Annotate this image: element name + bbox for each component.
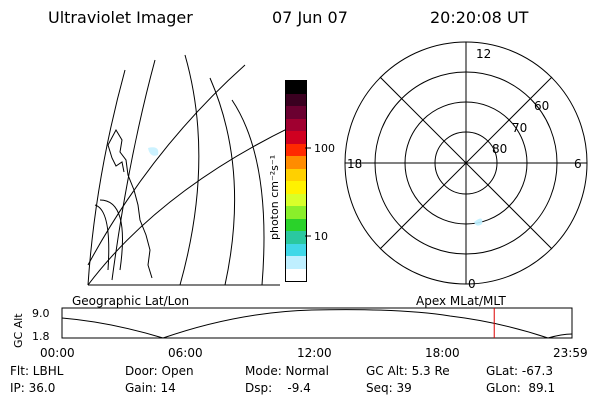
gc-alt-frame [61,307,573,339]
mlt-label-0: 0 [468,277,476,291]
time-label: 20:20:08 UT [430,8,529,27]
status-glon: GLon: 89.1 [486,381,556,395]
gc-alt-xtick-2359: 23:59 [553,346,588,360]
mlt-label-18: 18 [347,157,362,171]
colorbar-tick-100: 100 [314,142,335,155]
colorbar-band [286,156,306,169]
colorbar-band [286,231,306,244]
status-seq: Seq: 39 [366,381,412,395]
colorbar-band [286,193,306,206]
gc-alt-xtick-0600: 06:00 [168,346,203,360]
lat-label-80: 80 [492,142,507,156]
colorbar-band [286,131,306,144]
meridian-line [231,99,265,286]
latitude-line [94,204,110,271]
gc-alt-xtick-0000: 00:00 [40,346,75,360]
status-dsp: Dsp: -9.4 [245,381,311,395]
colorbar-band [286,93,306,106]
lat-label-70: 70 [512,121,527,135]
status-glat: GLat: -67.3 [486,364,553,378]
mlt-label-6: 6 [574,157,582,171]
colorbar [285,80,307,282]
colorbar-band [286,206,306,219]
gc-alt-ytick-1_8: 1.8 [32,330,50,343]
mlt-label-12: 12 [476,47,491,61]
colorbar-band [286,181,306,194]
colorbar-band [286,243,306,256]
colorbar-band [286,106,306,119]
meridian-line [209,77,236,286]
instrument-title: Ultraviolet Imager [48,8,193,27]
colorbar-band [286,118,306,131]
meridian-line [179,54,200,286]
gc-alt-xtick-1800: 18:00 [425,346,460,360]
status-gain: Gain: 14 [125,381,176,395]
aurora-spot [474,218,483,226]
date-label: 07 Jun 07 [272,8,348,27]
colorbar-band [286,143,306,156]
status-ip: IP: 36.0 [10,381,56,395]
colorbar-band [286,268,306,281]
status-filter: Flt: LBHL [10,364,64,378]
geo-panel-label: Geographic Lat/Lon [72,294,190,308]
gc-alt-ylabel: GC Alt [12,313,25,348]
colorbar-unit-label: photon cm⁻²s⁻¹ [268,155,281,240]
latitude-line [99,199,123,271]
colorbar-band [286,168,306,181]
latitude-line [87,124,296,286]
polar-panel-label: Apex MLat/MLT [416,294,506,308]
gc-alt-xtick-1200: 12:00 [297,346,332,360]
latitude-line [87,64,246,266]
colorbar-tick-10: 10 [314,230,328,243]
aurora-spot [148,147,159,156]
meridian-line [87,69,126,286]
gc-alt-ytick-9: 9.0 [32,307,50,320]
colorbar-band [286,256,306,269]
mlt-diag-2 [379,76,553,250]
status-gc-alt: GC Alt: 5.3 Re [366,364,450,378]
colorbar-band [286,218,306,231]
status-door: Door: Open [125,364,194,378]
colorbar-band [286,81,306,94]
lat-label-60: 60 [534,99,549,113]
coastline [107,128,153,279]
coastline [107,144,125,173]
status-mode: Mode: Normal [245,364,329,378]
gc-alt-curve [61,309,573,339]
